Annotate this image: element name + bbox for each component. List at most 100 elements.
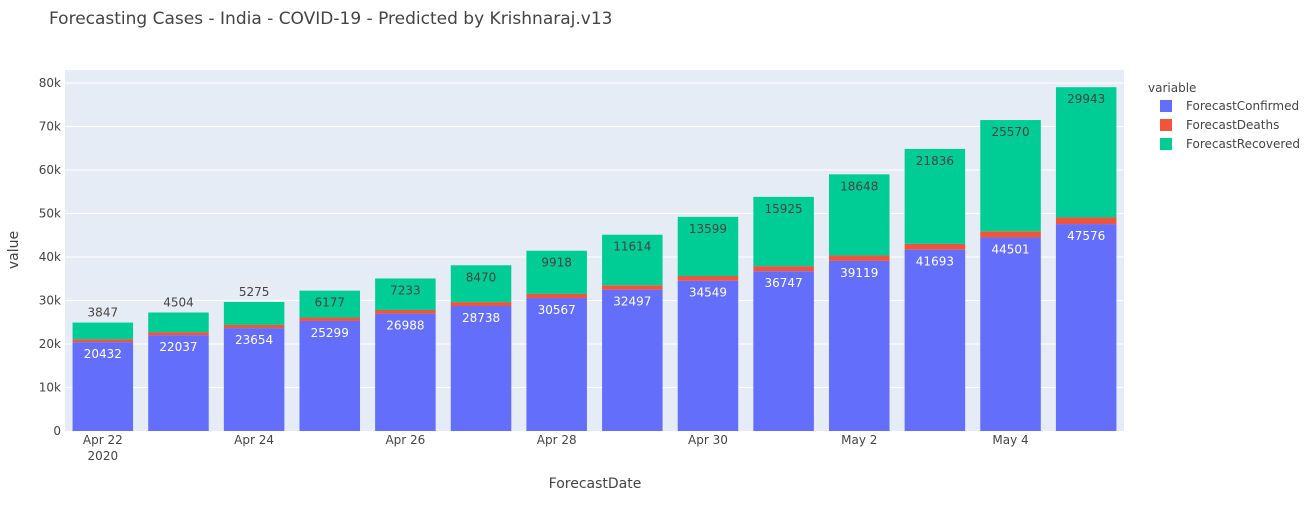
x-tick-label-line1: May 4 — [992, 433, 1028, 447]
x-tick-label-line2: 2020 — [88, 449, 119, 463]
x-tick-label-line1: May 2 — [841, 433, 877, 447]
bar-forecastconfirmed[interactable] — [148, 335, 209, 431]
y-tick-label: 30k — [39, 294, 61, 308]
bar-forecastrecovered[interactable] — [904, 148, 966, 244]
bar-forecastconfirmed[interactable] — [72, 342, 134, 431]
x-tick-label: Apr 26 — [385, 433, 425, 447]
bar-forecastconfirmed[interactable] — [904, 249, 966, 431]
y-tick-label: 80k — [39, 76, 61, 90]
bar-forecastdeaths[interactable] — [526, 293, 587, 299]
legend-label: ForecastRecovered — [1186, 137, 1300, 151]
bar-forecastrecovered[interactable] — [148, 312, 209, 333]
bar-forecastconfirmed[interactable] — [223, 328, 285, 431]
bar-forecastdeaths[interactable] — [223, 324, 285, 329]
bar-forecastdeaths[interactable] — [677, 275, 739, 281]
data-label-forecastconfirmed: 32497 — [613, 295, 651, 309]
data-label-forecastconfirmed: 28738 — [462, 311, 500, 325]
bar-forecastrecovered[interactable] — [1055, 87, 1117, 218]
chart-title: Forecasting Cases - India - COVID-19 - P… — [49, 9, 612, 29]
bar-forecastconfirmed[interactable] — [677, 280, 739, 431]
data-label-forecastconfirmed: 41693 — [916, 255, 954, 269]
bar-forecastdeaths[interactable] — [753, 266, 814, 272]
legend[interactable]: variable ForecastConfirmed ForecastDeaths… — [1148, 81, 1300, 151]
bar-forecastconfirmed[interactable] — [753, 271, 814, 431]
bar-forecastrecovered[interactable] — [450, 265, 512, 303]
data-label-forecastrecovered: 9918 — [541, 256, 572, 270]
bar-forecastconfirmed[interactable] — [602, 289, 663, 431]
data-label-forecastconfirmed: 22037 — [159, 340, 197, 354]
bar-forecastdeaths[interactable] — [148, 332, 209, 336]
y-tick-label: 20k — [39, 337, 61, 351]
bar-forecastrecovered[interactable] — [828, 174, 890, 256]
legend-swatch — [1160, 138, 1172, 150]
legend-swatch — [1160, 100, 1172, 112]
y-tick-label: 70k — [39, 120, 61, 134]
data-label-forecastrecovered: 8470 — [466, 270, 497, 284]
bar-forecastrecovered[interactable] — [980, 120, 1041, 232]
bar-forecastrecovered[interactable] — [677, 216, 739, 276]
data-label-forecastconfirmed: 36747 — [765, 276, 803, 290]
data-label-forecastconfirmed: 47576 — [1067, 229, 1105, 243]
data-label-forecastrecovered: 3847 — [88, 306, 119, 320]
y-tick-label: 40k — [39, 250, 61, 264]
bar-forecastrecovered[interactable] — [602, 234, 663, 286]
y-tick-label: 10k — [39, 381, 61, 395]
bar-forecastdeaths[interactable] — [1055, 217, 1117, 225]
legend-item-forecastconfirmed[interactable]: ForecastConfirmed — [1160, 99, 1299, 113]
x-tick-label-line1: Apr 26 — [385, 433, 425, 447]
data-label-forecastrecovered: 5275 — [239, 285, 270, 299]
data-label-forecastrecovered: 13599 — [689, 222, 727, 236]
data-label-forecastconfirmed: 30567 — [538, 303, 576, 317]
x-tick-label: May 2 — [841, 433, 877, 447]
data-label-forecastrecovered: 6177 — [314, 296, 345, 310]
data-label-forecastrecovered: 29943 — [1067, 92, 1105, 106]
x-tick-label-line1: Apr 28 — [537, 433, 577, 447]
data-labels: 20432 22037 23654 25299 26988 28738 30567 32497… — [84, 92, 1106, 361]
bar-forecastconfirmed[interactable] — [980, 237, 1041, 431]
x-tick-label: Apr 24 — [234, 433, 274, 447]
data-label-forecastrecovered: 15925 — [765, 202, 803, 216]
bar-forecastconfirmed[interactable] — [299, 320, 361, 431]
legend-swatch — [1160, 119, 1172, 131]
bar-forecastdeaths[interactable] — [980, 231, 1041, 238]
x-tick-label-line1: Apr 22 — [83, 433, 123, 447]
legend-item-forecastdeaths[interactable]: ForecastDeaths — [1160, 118, 1279, 132]
bar-forecastdeaths[interactable] — [450, 302, 512, 307]
legend-item-forecastrecovered[interactable]: ForecastRecovered — [1160, 137, 1300, 151]
bar-forecastdeaths[interactable] — [828, 255, 890, 261]
bar-forecastconfirmed[interactable] — [1055, 224, 1117, 431]
bar-forecastdeaths[interactable] — [904, 243, 966, 250]
y-tick-label: 60k — [39, 163, 61, 177]
data-label-forecastrecovered: 21836 — [916, 154, 954, 168]
bar-forecastdeaths[interactable] — [299, 317, 361, 321]
data-label-forecastconfirmed: 25299 — [311, 326, 349, 340]
bar-forecastdeaths[interactable] — [72, 339, 134, 343]
data-label-forecastrecovered: 25570 — [991, 125, 1029, 139]
bar-forecastrecovered[interactable] — [753, 196, 814, 267]
bars — [72, 87, 1117, 431]
bar-forecastconfirmed[interactable] — [828, 260, 890, 431]
bar-forecastconfirmed[interactable] — [450, 306, 512, 431]
data-label-forecastrecovered: 18648 — [840, 179, 878, 193]
data-label-forecastconfirmed: 23654 — [235, 333, 273, 347]
legend-label: ForecastDeaths — [1186, 118, 1279, 132]
y-tick-label: 0 — [53, 424, 61, 438]
bar-forecastrecovered[interactable] — [299, 290, 361, 318]
x-tick-label: Apr 28 — [537, 433, 577, 447]
bar-forecastconfirmed[interactable] — [526, 298, 587, 431]
bar-forecastconfirmed[interactable] — [375, 313, 436, 431]
bar-forecastrecovered[interactable] — [72, 322, 134, 340]
data-label-forecastrecovered: 11614 — [613, 240, 651, 254]
data-label-forecastconfirmed: 39119 — [840, 266, 878, 280]
bar-forecastrecovered[interactable] — [375, 278, 436, 310]
x-tick-label-line1: Apr 30 — [688, 433, 728, 447]
data-label-forecastconfirmed: 26988 — [386, 319, 424, 333]
x-axis-title: ForecastDate — [549, 476, 642, 492]
x-axis-ticks: Apr 22 2020 Apr 24 Apr 26 Apr 28 Apr 30 May 2 M… — [83, 433, 1029, 463]
bar-forecastrecovered[interactable] — [526, 250, 587, 294]
x-tick-label: Apr 22 2020 — [83, 433, 123, 463]
bar-forecastrecovered[interactable] — [223, 301, 285, 325]
bar-forecastdeaths[interactable] — [602, 285, 663, 290]
bar-forecastdeaths[interactable] — [375, 309, 436, 314]
